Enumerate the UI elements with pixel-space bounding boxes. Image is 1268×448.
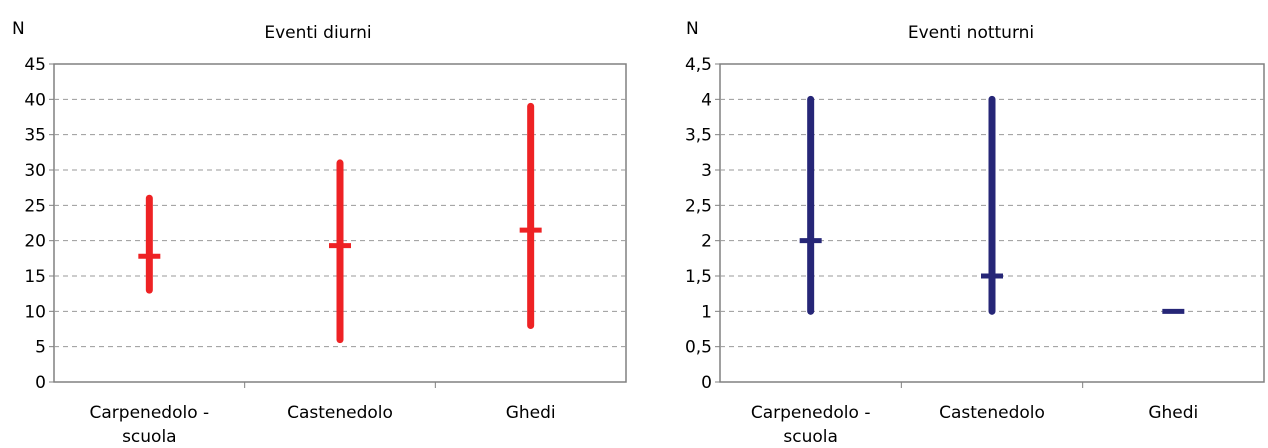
x-tick-label: Carpenedolo - (751, 403, 871, 423)
y-tick-label: 40 (24, 90, 46, 110)
chart-eventi-notturni-svg: N Eventi notturni 0 0,5 1 1,5 2 2,5 3 3,5 4 4,5 Ca… (685, 19, 1265, 447)
chart-eventi-diurni-svg: N Eventi diurni 0 5 10 15 20 25 30 35 40 45 Carpen… (12, 19, 627, 447)
y-tick-label: 4,5 (685, 55, 712, 75)
y-tick-label: 30 (24, 161, 46, 181)
x-tick-label: scuola (783, 427, 838, 447)
chart-eventi-diurni: N Eventi diurni 0 5 10 15 20 25 30 35 40 45 Carpen… (12, 19, 627, 447)
y-tick-label: 25 (24, 196, 46, 216)
y-tick-label: 2 (701, 232, 712, 252)
x-tick-label: Ghedi (506, 403, 556, 423)
y-tick-label: 5 (35, 338, 46, 358)
y-tick-label: 45 (24, 55, 46, 75)
y-tick-label: 0,5 (685, 338, 712, 358)
chart-title: Eventi notturni (908, 23, 1034, 43)
chart-eventi-notturni: N Eventi notturni 0 0,5 1 1,5 2 2,5 3 3,5 4 4,5 Ca… (634, 0, 1268, 448)
y-tick-label: 3,5 (685, 126, 712, 146)
chart-title: Eventi diurni (264, 23, 371, 43)
y-tick-label: 1 (701, 302, 712, 322)
y-tick-label: 10 (24, 302, 46, 322)
y-tick-label: 4 (701, 90, 712, 110)
y-axis-label: N (12, 19, 25, 39)
y-tick-label: 3 (701, 161, 712, 181)
y-tick-label: 20 (24, 232, 46, 252)
y-tick-label: 0 (35, 373, 46, 393)
y-tick-label: 15 (24, 267, 46, 287)
x-tick-label: Carpenedolo - (90, 403, 210, 423)
x-tick-label: Castenedolo (939, 403, 1045, 423)
y-tick-label: 35 (24, 126, 46, 146)
y-axis-label: N (686, 19, 699, 39)
x-tick-label: Castenedolo (287, 403, 393, 423)
y-tick-label: 1,5 (685, 267, 712, 287)
y-tick-label: 0 (701, 373, 712, 393)
x-tick-label: scuola (122, 427, 177, 447)
y-tick-label: 2,5 (685, 196, 712, 216)
x-tick-label: Ghedi (1148, 403, 1198, 423)
